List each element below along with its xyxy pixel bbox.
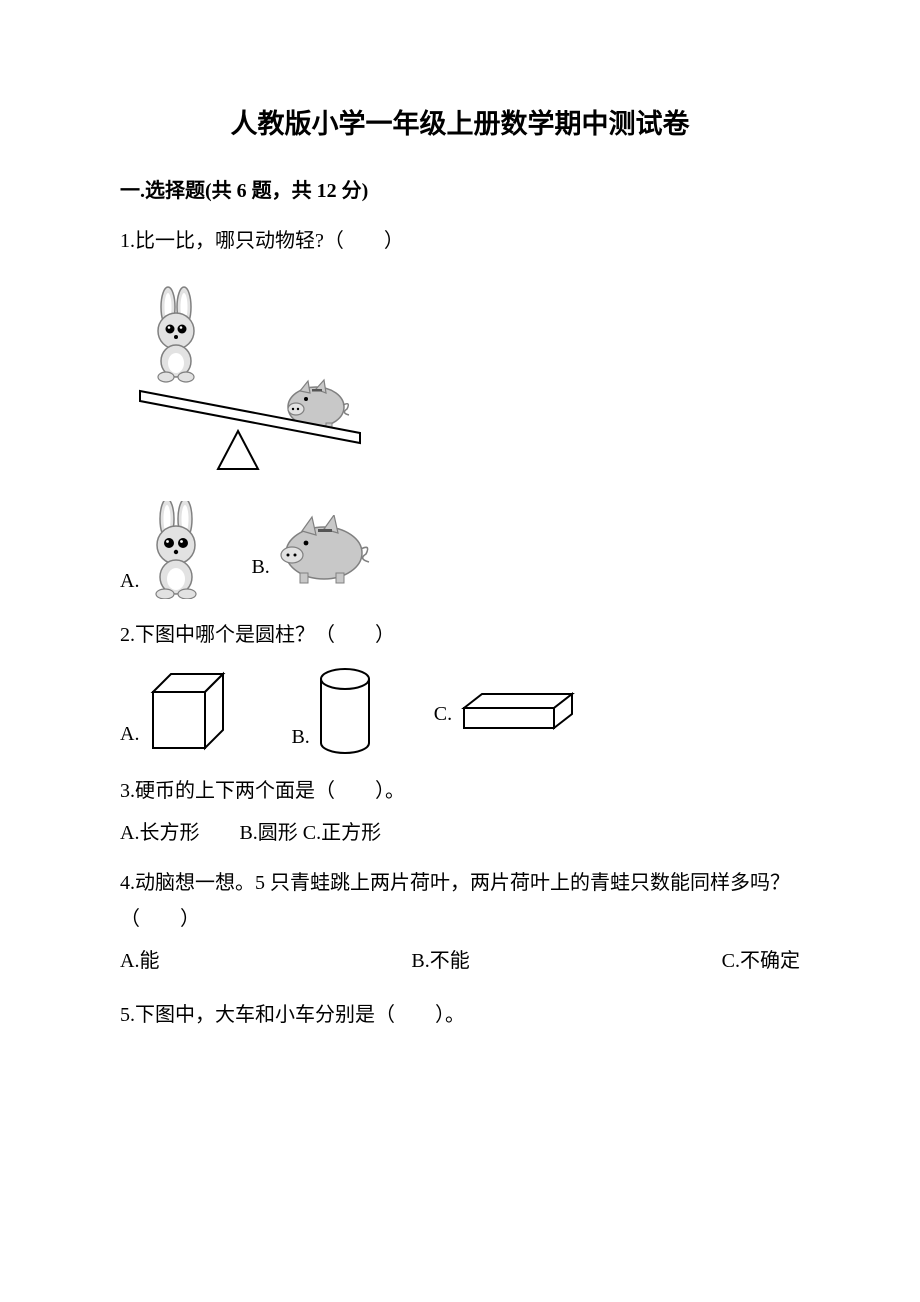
q4-option-a[interactable]: A.能 [120,943,159,979]
q1-option-b[interactable]: B. [251,515,375,585]
question-3: 3.硬币的上下两个面是（ ）。 A.长方形 B.圆形 C.正方形 [120,773,800,851]
page: 人教版小学一年级上册数学期中测试卷 一.选择题(共 6 题，共 12 分) 1.… [0,0,920,1302]
page-title: 人教版小学一年级上册数学期中测试卷 [120,100,800,149]
q1-options: A. B. [120,501,800,599]
q2-optB-label: B. [291,719,309,755]
q1-optB-label: B. [251,549,269,585]
q2-optC-label: C. [434,696,452,732]
q5-text: 5.下图中，大车和小车分别是（ ）。 [120,997,800,1033]
seesaw-svg [120,281,380,471]
q2-options: A. B. C. [120,667,800,755]
q1-optA-label: A. [120,563,139,599]
q2-optA-label: A. [120,716,139,752]
q4-option-b[interactable]: B.不能 [411,943,469,979]
q3-text: 3.硬币的上下两个面是（ ）。 [120,773,800,809]
q4-options: A.能 B.不能 C.不确定 [120,943,800,979]
cube-icon [145,670,231,752]
q4-option-c[interactable]: C.不确定 [722,943,800,979]
cylinder-icon [316,667,374,755]
seesaw-figure [120,281,800,471]
rabbit-icon [145,501,211,599]
q3-options[interactable]: A.长方形 B.圆形 C.正方形 [120,815,800,851]
q4-line2: （ ） [120,901,800,937]
q2-option-b[interactable]: B. [291,667,373,755]
section-heading: 一.选择题(共 6 题，共 12 分) [120,173,800,209]
q1-option-a[interactable]: A. [120,501,211,599]
question-1: 1.比一比，哪只动物轻?（ ） [120,223,800,599]
question-2: 2.下图中哪个是圆柱？（ ） A. B. C [120,617,800,755]
q2-text: 2.下图中哪个是圆柱？（ ） [120,617,800,653]
q1-text: 1.比一比，哪只动物轻?（ ） [120,223,800,259]
q2-option-c[interactable]: C. [434,690,578,732]
q2-option-a[interactable]: A. [120,670,231,752]
cuboid-icon [458,690,578,732]
question-4: 4.动脑想一想。5 只青蛙跳上两片荷叶，两片荷叶上的青蛙只数能同样多吗？ （ ）… [120,865,800,979]
pig-icon [276,515,376,585]
question-5: 5.下图中，大车和小车分别是（ ）。 [120,997,800,1033]
q4-line1: 4.动脑想一想。5 只青蛙跳上两片荷叶，两片荷叶上的青蛙只数能同样多吗？ [120,865,800,901]
